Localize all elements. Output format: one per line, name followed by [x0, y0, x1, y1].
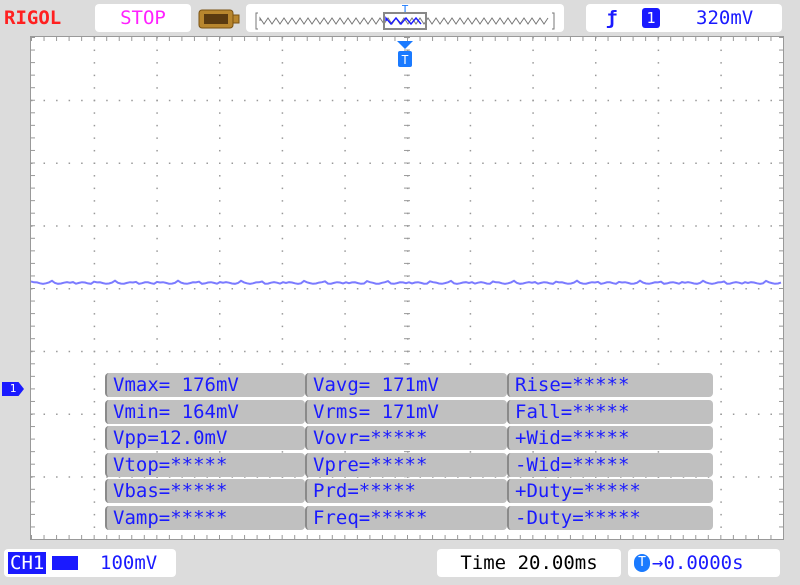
measurement-cell: -Duty=*****: [507, 505, 713, 530]
measurement-cell: Prd=*****: [305, 479, 507, 504]
channel1-info[interactable]: CH1 100mV: [4, 549, 176, 577]
trigger-offset-info[interactable]: T →0.0000s: [628, 549, 780, 577]
measurement-cell: Fall=*****: [507, 399, 713, 424]
brand-logo: RIGOL: [4, 7, 62, 29]
timebase-label: Time: [460, 552, 507, 574]
trigger-offset-value: →0.0000s: [652, 552, 744, 574]
trigger-position-marker[interactable]: T: [397, 41, 413, 71]
ch1-level-marker[interactable]: 1: [2, 382, 24, 396]
trigger-level: 320mV: [696, 7, 754, 29]
svg-text:T: T: [401, 53, 408, 67]
measurement-cell: Vtop=*****: [105, 452, 305, 477]
measurement-cell: Vamp=*****: [105, 505, 305, 530]
measurement-row: Vbas=***** Prd=***** +Duty=*****: [105, 479, 713, 504]
channel-label: CH1: [8, 552, 47, 574]
measurement-cell: Vmin= 164mV: [105, 399, 305, 424]
volts-per-div: 100mV: [100, 552, 158, 574]
measurement-row: Vmax= 176mV Vavg= 171mV Rise=*****: [105, 373, 713, 397]
measurement-row: Vtop=***** Vpre=***** -Wid=*****: [105, 452, 713, 477]
measurement-row: Vpp=12.0mV Vovr=***** +Wid=*****: [105, 426, 713, 451]
horizontal-position-bar: T: [246, 3, 564, 32]
measurement-cell: Vpre=*****: [305, 452, 507, 477]
display-area: T Vmax= 176mV Vavg= 171mV Rise=***** Vmin= …: [0, 36, 800, 545]
footer-bar: CH1 100mV Time 20.00ms T →0.0000s: [0, 545, 800, 585]
timebase-info[interactable]: Time 20.00ms: [437, 549, 621, 577]
measurement-cell: Freq=*****: [305, 505, 507, 530]
rising-edge-icon: ƒ: [606, 7, 618, 29]
trigger-source-badge: 1: [642, 8, 660, 28]
measurement-cell: +Duty=*****: [507, 479, 713, 504]
trigger-position-label: T: [402, 4, 409, 16]
timebase-value: 20.00ms: [517, 552, 598, 574]
measurement-row: Vmin= 164mV Vrms= 171mV Fall=*****: [105, 399, 713, 424]
measurement-cell: Vpp=12.0mV: [105, 426, 305, 451]
measurement-cell: +Wid=*****: [507, 426, 713, 451]
measurement-cell: Vmax= 176mV: [105, 373, 305, 397]
waveform-display[interactable]: T Vmax= 176mV Vavg= 171mV Rise=***** Vmin= …: [30, 36, 784, 540]
ch1-trace: [31, 279, 782, 285]
measurement-cell: Vovr=*****: [305, 426, 507, 451]
measurement-panel: Vmax= 176mV Vavg= 171mV Rise=***** Vmin= 16…: [105, 373, 713, 533]
measurement-row: Vamp=***** Freq=***** -Duty=*****: [105, 505, 713, 530]
run-state-badge: STOP: [95, 4, 191, 32]
measurement-cell: Vrms= 171mV: [305, 399, 507, 424]
status-bar: RIGOL STOP T ƒ 1 320mV: [0, 0, 800, 36]
measurement-cell: Vbas=*****: [105, 479, 305, 504]
measurement-cell: -Wid=*****: [507, 452, 713, 477]
measurement-cell: Vavg= 171mV: [305, 373, 507, 397]
memory-depth-icon: [198, 9, 240, 29]
measurement-cell: Rise=*****: [507, 373, 713, 397]
trigger-info[interactable]: ƒ 1 320mV: [586, 4, 782, 32]
coupling-icon: [52, 556, 78, 570]
trigger-offset-icon: T: [634, 554, 650, 572]
